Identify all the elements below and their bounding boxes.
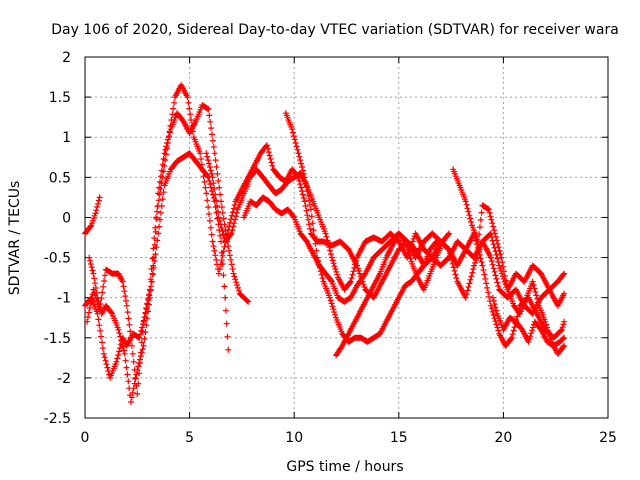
series-track-1 (82, 150, 232, 381)
series-track-10 (489, 294, 568, 349)
y-tick-label: 1.5 (49, 90, 71, 106)
series-marks (82, 194, 103, 237)
series-track-8 (333, 230, 452, 359)
y-tick-label: 1 (62, 130, 71, 146)
series-marks (86, 102, 252, 405)
x-tick-label: 25 (599, 430, 617, 446)
series-marks (489, 294, 568, 349)
series-track-6 (241, 194, 568, 349)
series-marks (82, 150, 232, 381)
x-tick-label: 5 (185, 430, 194, 446)
y-tick-label: -1 (57, 291, 71, 307)
chart-title: Day 106 of 2020, Sidereal Day-to-day VTE… (51, 22, 619, 38)
series-track-5 (203, 150, 568, 293)
series-track-9 (450, 166, 568, 357)
y-tick-label: -2.5 (44, 411, 71, 427)
series-marks (282, 110, 440, 345)
series-marks (84, 82, 568, 397)
data-marks (82, 82, 568, 405)
y-tick-label: 0.5 (49, 170, 71, 186)
x-tick-label: 15 (390, 430, 408, 446)
x-axis-label: GPS time / hours (286, 459, 403, 475)
series-marks (241, 194, 568, 349)
y-tick-label: 2 (62, 50, 71, 66)
x-tick-label: 10 (285, 430, 303, 446)
y-tick-label: -0.5 (44, 251, 71, 267)
series-marks (450, 166, 568, 357)
y-tick-label: -2 (57, 371, 71, 387)
series-track-2 (84, 82, 568, 397)
x-tick-label: 0 (81, 430, 90, 446)
series-marks (333, 230, 452, 359)
series-track-3 (82, 194, 103, 237)
series-track-7 (282, 110, 440, 345)
ticks: 0 5 10 15 20 25 -2.5 -2 -1.5 -1 -0.5 0 0.5 1 1.5 2 (44, 50, 617, 446)
grid (85, 57, 608, 418)
plot-frame (84, 56, 609, 419)
y-axis-label: SDTVAR / TECUs (7, 181, 23, 296)
series-track-4 (86, 102, 252, 405)
y-tick-label: -1.5 (44, 331, 71, 347)
series-marks (203, 150, 568, 293)
x-tick-label: 20 (494, 430, 512, 446)
y-tick-label: 0 (62, 210, 71, 226)
